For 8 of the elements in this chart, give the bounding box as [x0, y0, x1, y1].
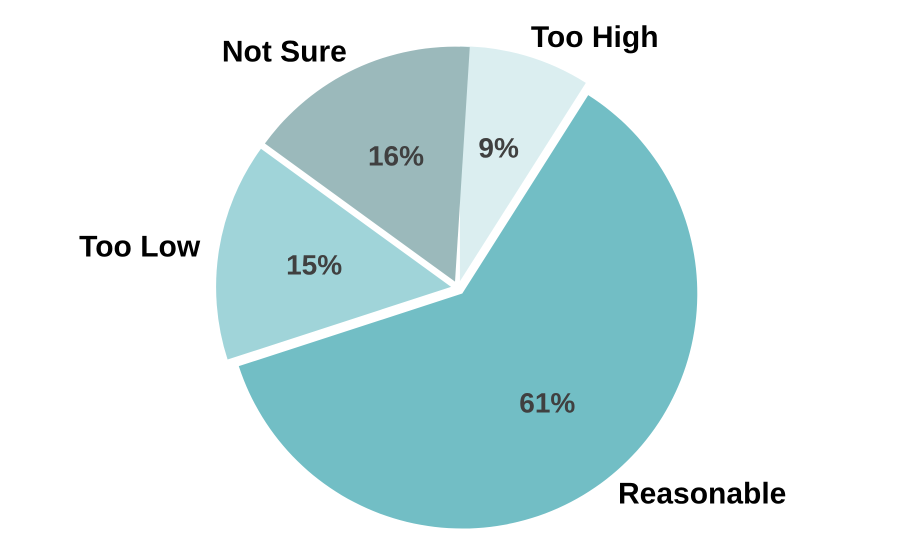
data-label: 16%: [368, 140, 424, 172]
slice-label: Too High: [530, 20, 659, 54]
data-label: 15%: [286, 250, 342, 281]
slice-label: Not Sure: [222, 35, 347, 68]
slice-label: Reasonable: [618, 478, 786, 511]
data-label: 9%: [478, 132, 519, 164]
slice-label: Too Low: [79, 230, 201, 264]
data-label: 61%: [519, 388, 576, 419]
